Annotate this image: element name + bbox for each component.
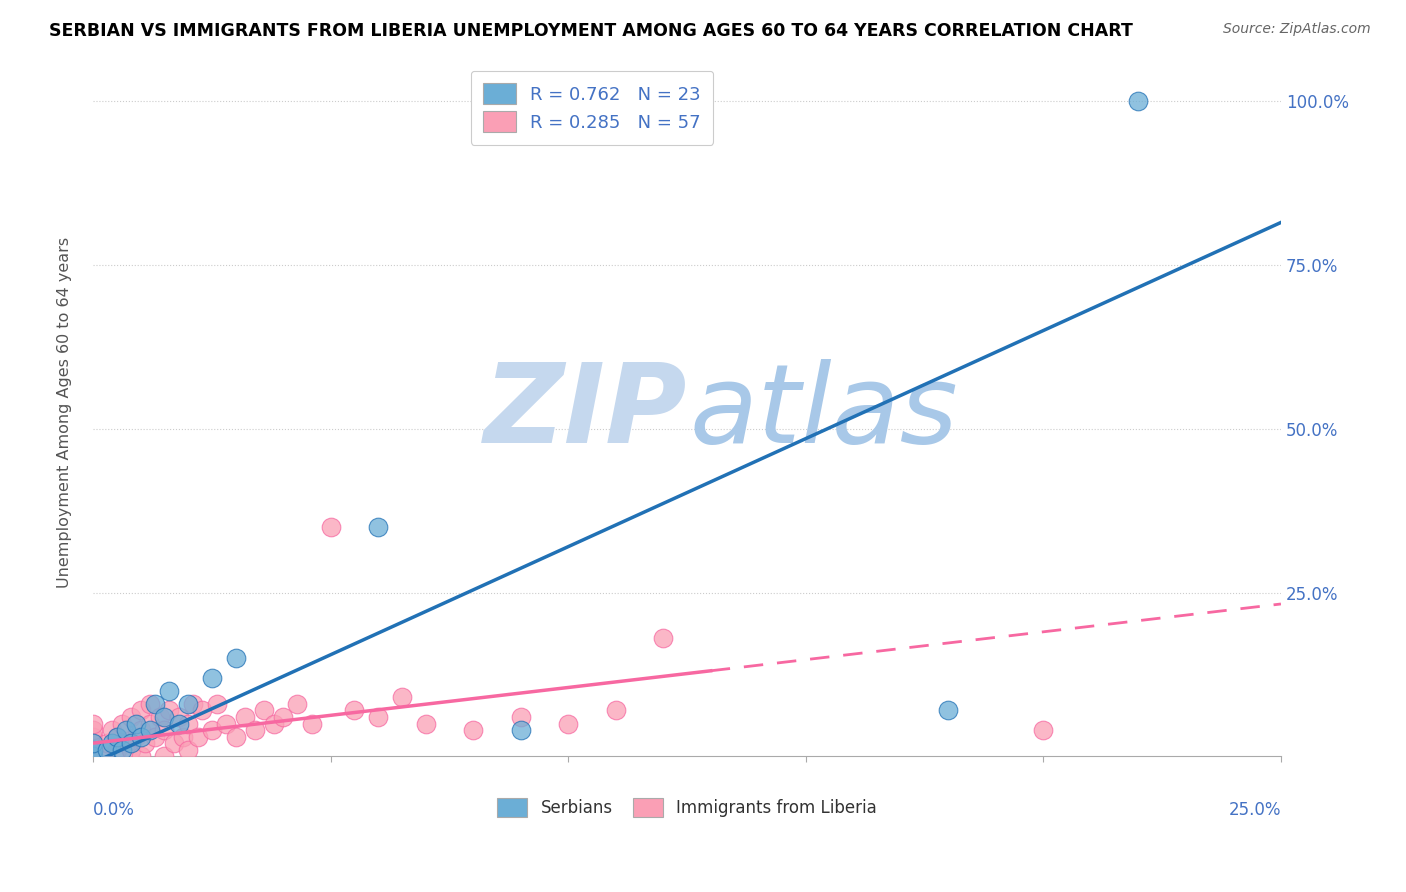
Point <box>463 723 485 737</box>
Point <box>263 716 285 731</box>
Point <box>139 697 162 711</box>
Point <box>82 716 104 731</box>
Point <box>367 520 389 534</box>
Point <box>271 710 294 724</box>
Point <box>134 736 156 750</box>
Point <box>82 723 104 737</box>
Point <box>82 749 104 764</box>
Point <box>167 710 190 724</box>
Point <box>129 723 152 737</box>
Point <box>105 730 128 744</box>
Point <box>243 723 266 737</box>
Text: Source: ZipAtlas.com: Source: ZipAtlas.com <box>1223 22 1371 37</box>
Point <box>153 710 176 724</box>
Point <box>91 749 114 764</box>
Point <box>120 736 142 750</box>
Point <box>143 697 166 711</box>
Text: ZIP: ZIP <box>484 359 688 466</box>
Point <box>177 716 200 731</box>
Point <box>110 716 132 731</box>
Point <box>285 697 308 711</box>
Legend: Serbians, Immigrants from Liberia: Serbians, Immigrants from Liberia <box>491 791 883 823</box>
Point <box>148 710 170 724</box>
Point <box>181 697 204 711</box>
Point <box>215 716 238 731</box>
Point <box>82 736 104 750</box>
Point <box>652 632 675 646</box>
Point <box>557 716 579 731</box>
Y-axis label: Unemployment Among Ages 60 to 64 years: Unemployment Among Ages 60 to 64 years <box>58 237 72 588</box>
Point <box>391 690 413 705</box>
Point <box>177 697 200 711</box>
Point <box>115 723 138 737</box>
Point <box>82 736 104 750</box>
Point <box>509 710 531 724</box>
Point <box>343 703 366 717</box>
Point <box>367 710 389 724</box>
Point <box>1032 723 1054 737</box>
Point <box>253 703 276 717</box>
Point <box>205 697 228 711</box>
Point <box>143 730 166 744</box>
Point <box>1128 95 1150 109</box>
Point <box>167 716 190 731</box>
Point <box>129 749 152 764</box>
Point <box>415 716 437 731</box>
Point <box>153 749 176 764</box>
Point <box>163 736 186 750</box>
Point <box>201 723 224 737</box>
Point <box>105 742 128 756</box>
Point <box>125 716 148 731</box>
Text: 0.0%: 0.0% <box>93 801 135 819</box>
Point <box>225 651 247 665</box>
Point <box>96 742 118 756</box>
Point <box>96 736 118 750</box>
Point <box>82 749 104 764</box>
Point <box>157 683 180 698</box>
Text: atlas: atlas <box>689 359 957 466</box>
Point <box>153 723 176 737</box>
Point <box>172 730 194 744</box>
Point <box>157 703 180 717</box>
Point <box>129 730 152 744</box>
Point <box>177 742 200 756</box>
Point <box>225 730 247 744</box>
Point <box>115 736 138 750</box>
Text: SERBIAN VS IMMIGRANTS FROM LIBERIA UNEMPLOYMENT AMONG AGES 60 TO 64 YEARS CORREL: SERBIAN VS IMMIGRANTS FROM LIBERIA UNEMP… <box>49 22 1133 40</box>
Point <box>319 520 342 534</box>
Point <box>120 742 142 756</box>
Point <box>82 742 104 756</box>
Point <box>82 730 104 744</box>
Point <box>82 742 104 756</box>
Point <box>509 723 531 737</box>
Point <box>191 703 214 717</box>
Point <box>110 742 132 756</box>
Point <box>120 710 142 724</box>
Point <box>301 716 323 731</box>
Point <box>101 723 124 737</box>
Point <box>233 710 256 724</box>
Point <box>139 716 162 731</box>
Point <box>605 703 627 717</box>
Point <box>125 730 148 744</box>
Point <box>129 703 152 717</box>
Text: 25.0%: 25.0% <box>1229 801 1281 819</box>
Point <box>936 703 959 717</box>
Point <box>105 730 128 744</box>
Point <box>101 736 124 750</box>
Point <box>139 723 162 737</box>
Point <box>187 730 209 744</box>
Point <box>201 671 224 685</box>
